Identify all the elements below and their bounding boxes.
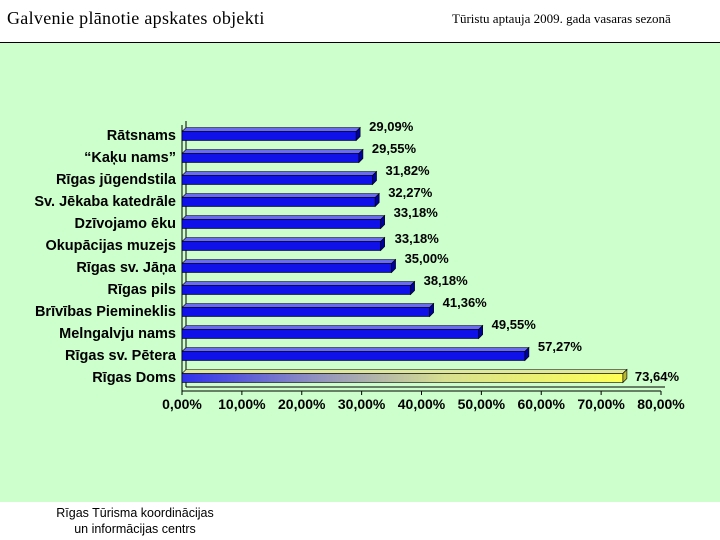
chart-area: 0,00% 10,00% 20,00% 30,00% 40,00% 50,00% 60,00… (0, 43, 720, 502)
bar-top-face (181, 149, 364, 154)
value-label: 33,18% (395, 231, 440, 246)
bar (181, 153, 360, 163)
category-label: Sv. Jēkaba katedrāle (34, 194, 176, 210)
value-label: 32,27% (388, 185, 433, 200)
category-label: Rīgas pils (108, 282, 177, 298)
bar (181, 373, 624, 383)
value-label: 35,00% (405, 251, 450, 266)
bar-end-face (358, 148, 364, 164)
category-label: Rīgas Doms (92, 370, 176, 386)
page-subtitle: Tūristu aptauja 2009. gada vasaras sezon… (452, 11, 671, 26)
category-label: Okupācijas muzejs (45, 238, 176, 254)
bar-end-face (391, 258, 396, 274)
bar-top-face (181, 171, 378, 176)
bar-chart: 0,00% 10,00% 20,00% 30,00% 40,00% 50,00% 60,00… (34, 119, 685, 412)
bar-end-face (478, 324, 483, 340)
bar (181, 351, 526, 361)
footer-line-2: un informācijas centrs (74, 522, 196, 536)
bar-top-face (181, 281, 416, 286)
bar-top-face (181, 237, 386, 242)
bar (181, 241, 381, 251)
bar-group (181, 236, 386, 252)
bar-top-face (181, 369, 628, 374)
value-label: 29,55% (372, 141, 417, 156)
value-label: 41,36% (443, 295, 488, 310)
bar-end-face (380, 214, 385, 230)
bar (181, 263, 392, 273)
bar-top-face (181, 325, 484, 330)
value-label: 49,55% (492, 317, 537, 332)
bar-end-face (372, 170, 377, 186)
value-label: 33,18% (394, 205, 439, 220)
bar-group (181, 346, 530, 362)
bar-group (181, 368, 628, 384)
category-label: “Kaķu nams” (84, 150, 176, 166)
bar (181, 197, 376, 207)
x-tick-label: 0,00% (162, 396, 202, 412)
bar (181, 329, 479, 339)
bar-end-face (355, 126, 361, 142)
bar (181, 131, 357, 141)
x-tick-label: 40,00% (398, 396, 446, 412)
bar (181, 307, 430, 317)
category-label: Dzīvojamo ēku (74, 216, 176, 232)
bar-group (181, 258, 397, 274)
category-label: Brīvības Piemineklis (35, 304, 176, 320)
value-label: 38,18% (424, 273, 469, 288)
bar-group (181, 192, 380, 208)
x-tick-label: 10,00% (218, 396, 266, 412)
x-tick-label: 20,00% (278, 396, 326, 412)
bar-group (181, 126, 361, 142)
title-divider (0, 42, 720, 43)
bar (181, 175, 373, 185)
category-label: Rīgas sv. Pētera (65, 348, 177, 364)
bar-group (181, 280, 416, 296)
bar-top-face (181, 303, 435, 308)
value-label: 31,82% (386, 163, 431, 178)
value-label: 73,64% (635, 369, 680, 384)
bar-group (181, 214, 386, 230)
bar-top-face (181, 259, 397, 264)
category-label: Melngalvju nams (59, 326, 176, 342)
bar-group (181, 302, 435, 318)
bar (181, 219, 381, 229)
x-tick-label: 70,00% (577, 396, 625, 412)
bar-end-face (374, 192, 380, 208)
x-tick-label: 30,00% (338, 396, 386, 412)
bar-top-face (181, 215, 386, 220)
x-tick-label: 80,00% (637, 396, 685, 412)
bar-top-face (181, 127, 361, 132)
value-label: 57,27% (538, 339, 583, 354)
bar-end-face (524, 346, 530, 362)
category-label: Rātsnams (107, 128, 176, 144)
bar-group (181, 170, 378, 186)
bar-group (181, 324, 484, 340)
bar-end-face (380, 236, 385, 252)
value-label: 29,09% (369, 119, 414, 134)
footer-organization: Rīgas Tūrisma koordinācijas un informāci… (20, 505, 250, 537)
bar-end-face (622, 368, 628, 384)
bar-group (181, 148, 364, 164)
x-tick-label: 60,00% (518, 396, 566, 412)
bar-top-face (181, 193, 380, 198)
page-title: Galvenie plānotie apskates objekti (7, 8, 265, 28)
x-tick-label: 50,00% (458, 396, 506, 412)
bar-top-face (181, 347, 530, 352)
category-label: Rīgas jūgendstila (56, 172, 177, 188)
bar-end-face (410, 280, 415, 296)
bar-end-face (429, 302, 434, 318)
footer-line-1: Rīgas Tūrisma koordinācijas (56, 506, 214, 520)
category-label: Rīgas sv. Jāņa (76, 260, 177, 276)
bar (181, 285, 411, 295)
